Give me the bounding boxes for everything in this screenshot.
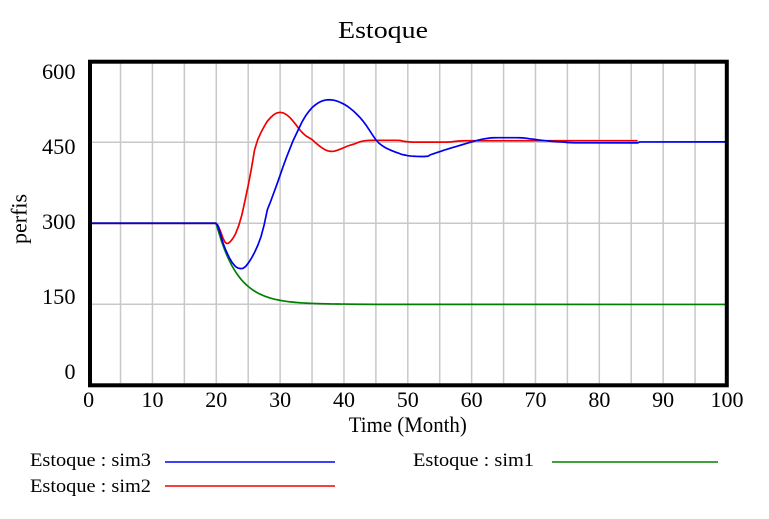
svg-text:600: 600 xyxy=(42,59,76,84)
svg-text:60: 60 xyxy=(461,387,483,412)
svg-text:40: 40 xyxy=(333,387,355,412)
svg-text:10: 10 xyxy=(141,387,163,412)
svg-text:450: 450 xyxy=(42,134,76,159)
svg-text:20: 20 xyxy=(205,387,227,412)
svg-text:perfis: perfis xyxy=(7,194,32,244)
svg-text:30: 30 xyxy=(269,387,291,412)
svg-text:70: 70 xyxy=(524,387,546,412)
svg-text:300: 300 xyxy=(42,209,76,234)
svg-text:150: 150 xyxy=(42,284,76,309)
svg-text:0: 0 xyxy=(83,387,94,412)
svg-text:80: 80 xyxy=(588,387,610,412)
svg-text:Time (Month): Time (Month) xyxy=(349,412,467,437)
svg-text:100: 100 xyxy=(711,387,744,412)
svg-text:Estoque : sim2: Estoque : sim2 xyxy=(30,476,151,497)
svg-text:0: 0 xyxy=(65,359,76,384)
svg-text:Estoque : sim1: Estoque : sim1 xyxy=(413,450,534,471)
svg-text:Estoque: Estoque xyxy=(338,18,428,44)
svg-text:Estoque : sim3: Estoque : sim3 xyxy=(30,450,151,471)
svg-text:50: 50 xyxy=(397,387,419,412)
svg-text:90: 90 xyxy=(652,387,674,412)
